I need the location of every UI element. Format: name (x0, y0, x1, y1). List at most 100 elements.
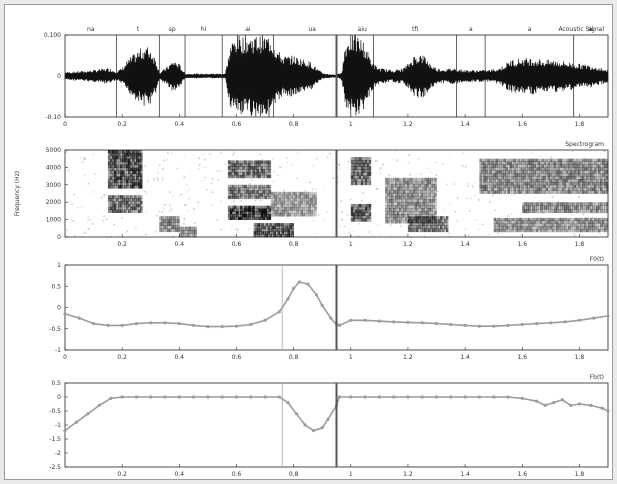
spectrogram-cell (138, 201, 141, 205)
spectrogram-cell (229, 174, 233, 179)
spectrogram-cell (107, 164, 111, 168)
spectrogram-cell (240, 205, 243, 209)
spectrogram-cell (598, 173, 601, 177)
spectrogram-cell (418, 205, 422, 209)
spectrogram-cell (424, 222, 427, 226)
spectrogram-cell (555, 187, 559, 191)
spectrogram-cell (358, 215, 362, 219)
spectrogram-speckle (299, 195, 302, 198)
x-tick-label: 1 (349, 354, 353, 361)
spectrogram-cell (385, 192, 388, 197)
spectrogram-cell (527, 164, 530, 168)
spectrogram-cell (368, 172, 372, 176)
spectrogram-cell (395, 208, 398, 212)
spectrogram-speckle (286, 161, 288, 164)
spectrogram-cell (128, 167, 131, 171)
spectrogram-cell (294, 200, 297, 205)
spectrogram-cell (595, 170, 599, 174)
spectrogram-cell (290, 210, 293, 214)
spectrogram-cell (581, 164, 585, 168)
data-point (192, 323, 196, 327)
spectrogram-cell (487, 164, 490, 168)
spectrogram-cell (240, 184, 243, 188)
spectrogram-cell (509, 179, 512, 183)
spectrogram-cell (107, 167, 111, 171)
spectrogram-speckle (204, 158, 206, 161)
spectrogram-cell (113, 150, 117, 154)
spectrogram-cell (555, 223, 559, 227)
spectrogram-speckle (394, 222, 396, 224)
spectrogram-cell (238, 190, 241, 194)
spectrogram-speckle (376, 160, 379, 163)
spectrogram-cell (513, 229, 517, 233)
spectrogram-cell (501, 161, 504, 165)
spectrogram-cell (404, 180, 408, 185)
spectrogram-cell (442, 222, 445, 226)
spectrogram-speckle (155, 230, 157, 233)
spectrogram-cell (584, 209, 587, 214)
spectrogram-cell (397, 211, 400, 215)
spectrogram-cell (600, 187, 603, 191)
spectrogram-cell (479, 190, 482, 194)
spectrogram-cell (424, 205, 428, 209)
spectrogram-cell (537, 181, 541, 186)
spectrogram-cell (308, 207, 311, 211)
spectrogram-cell (434, 214, 437, 218)
spectrogram-speckle (468, 210, 471, 212)
data-point (477, 324, 481, 328)
spectrogram-cell (298, 210, 301, 214)
spectrogram-cell (250, 166, 253, 170)
spectrogram-cell (258, 208, 261, 212)
spectrogram-cell (404, 220, 408, 224)
spectrogram-cell (434, 177, 437, 182)
spectrogram-cell (549, 161, 553, 165)
spectrogram-cell (575, 179, 579, 183)
spectrogram-cell (420, 225, 423, 229)
spectrogram-cell (559, 167, 563, 171)
y-tick-label: 0 (57, 73, 61, 80)
data-point (420, 395, 424, 399)
spectrogram-speckle (156, 177, 158, 179)
data-point (314, 293, 319, 297)
spectrogram-cell (232, 190, 235, 194)
x-tick-label: 0.6 (232, 471, 242, 478)
spectrogram-cell (286, 197, 290, 202)
spectrogram-cell (591, 167, 595, 171)
spectrogram-speckle (493, 222, 496, 224)
spectrogram-cell (126, 155, 129, 160)
spectrogram-cell (511, 223, 515, 227)
spectrogram-cell (519, 184, 522, 189)
spectrogram-cell (529, 184, 532, 189)
spectrogram-cell (250, 172, 253, 176)
spectrogram-cell (606, 220, 609, 224)
spectrogram-cell (479, 158, 482, 162)
spectrogram-cell (598, 167, 601, 171)
spectrogram-cell (581, 187, 585, 191)
segment-label: sp (169, 26, 176, 33)
spectrogram-cell (573, 187, 577, 191)
spectrogram-cell (590, 229, 593, 233)
spectrogram-cell (398, 177, 402, 182)
spectrogram-cell (537, 176, 541, 180)
spectrogram-cell (414, 186, 418, 191)
spectrogram-cell (280, 203, 284, 208)
spectrogram-speckle (571, 150, 574, 153)
spectrogram-cell (244, 190, 247, 194)
spectrogram-cell (286, 194, 290, 199)
spectrogram-cell (606, 179, 609, 183)
spectrogram-cell (531, 184, 534, 189)
spectrogram-cell (287, 223, 290, 227)
spectrogram-cell (428, 214, 431, 218)
spectrogram-cell (130, 182, 133, 186)
spectrogram-cell (109, 209, 113, 213)
spectrogram-speckle (236, 228, 239, 231)
spectrogram-cell (485, 187, 488, 191)
spectrogram-cell (567, 167, 571, 171)
spectrogram-cell (596, 209, 599, 214)
spectrogram-cell (389, 217, 392, 221)
spectrogram-cell (576, 209, 579, 214)
spectrogram-cell (555, 220, 559, 224)
spectrogram-cell (262, 174, 265, 179)
spectrogram-cell (402, 220, 406, 224)
spectrogram-cell (440, 222, 443, 226)
